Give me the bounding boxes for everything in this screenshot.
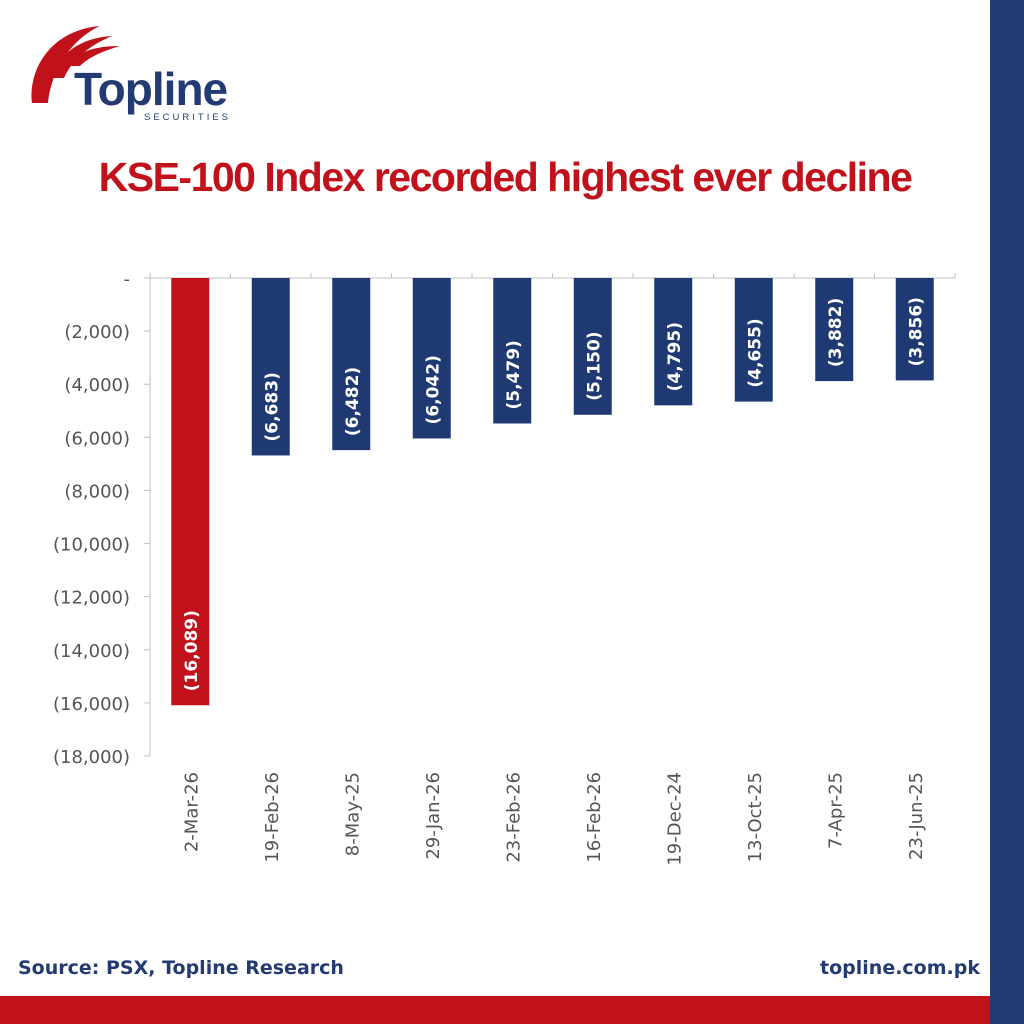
bottom-accent-band — [0, 996, 990, 1024]
chart-title: KSE-100 Index recorded highest ever decl… — [98, 154, 913, 200]
x-category-label: 19-Dec-24 — [664, 772, 685, 866]
bar — [654, 278, 693, 406]
bar-value-label: (5,150) — [585, 331, 605, 400]
logo-tagline: SECURITIES — [144, 112, 232, 123]
bar — [895, 278, 934, 381]
bar-value-label: (3,856) — [907, 297, 927, 366]
bar — [493, 278, 532, 424]
y-tick-label: (12,000) — [53, 588, 130, 609]
bar — [171, 278, 210, 706]
bar-value-label: (5,479) — [504, 340, 524, 409]
bar — [412, 278, 451, 439]
x-category-label: 23-Jun-25 — [906, 772, 927, 860]
website-link[interactable]: topline.com.pk — [820, 957, 980, 979]
bar-value-label: (4,795) — [665, 322, 685, 391]
y-tick-label: (10,000) — [53, 535, 130, 556]
topline-logo: Topline SECURITIES — [22, 18, 262, 123]
bar — [573, 278, 612, 415]
logo-wordmark: Topline — [74, 63, 228, 115]
bar — [734, 278, 773, 402]
right-accent-band — [990, 0, 1024, 1024]
y-tick-label: (8,000) — [64, 481, 130, 502]
bar — [815, 278, 854, 382]
bar-value-label: (6,482) — [343, 367, 363, 436]
bar-value-label: (4,655) — [746, 318, 766, 387]
bar-chart: - (2,000) (4,000) (6,000) (8,000) (10,000) (12… — [53, 269, 956, 866]
y-tick-label: (18,000) — [53, 747, 130, 768]
bar — [251, 278, 290, 456]
y-tick-label: (2,000) — [64, 322, 130, 343]
x-category-label: 16-Feb-26 — [584, 772, 605, 863]
x-category-label: 7-Apr-25 — [825, 772, 846, 849]
y-tick-label: - — [124, 269, 131, 290]
x-category-label: 13-Oct-25 — [745, 772, 766, 862]
y-tick-label: (6,000) — [64, 428, 130, 449]
y-tick-label: (4,000) — [64, 375, 130, 396]
bar-value-label: (3,882) — [826, 298, 846, 367]
x-category-label: 8-May-25 — [342, 772, 363, 856]
bar-value-label: (6,042) — [424, 355, 444, 424]
bar-value-label: (6,683) — [263, 372, 283, 441]
bar — [332, 278, 371, 451]
source-note: Source: PSX, Topline Research — [18, 957, 344, 979]
y-tick-label: (14,000) — [53, 641, 130, 662]
x-category-label: 19-Feb-26 — [262, 772, 283, 863]
x-category-label: 2-Mar-26 — [181, 772, 202, 852]
logo-swoosh-icon — [31, 26, 120, 103]
x-category-label: 23-Feb-26 — [503, 772, 524, 863]
x-category-label: 29-Jan-26 — [423, 772, 444, 860]
y-tick-label: (16,000) — [53, 694, 130, 715]
bar-value-label: (16,089) — [182, 610, 202, 691]
